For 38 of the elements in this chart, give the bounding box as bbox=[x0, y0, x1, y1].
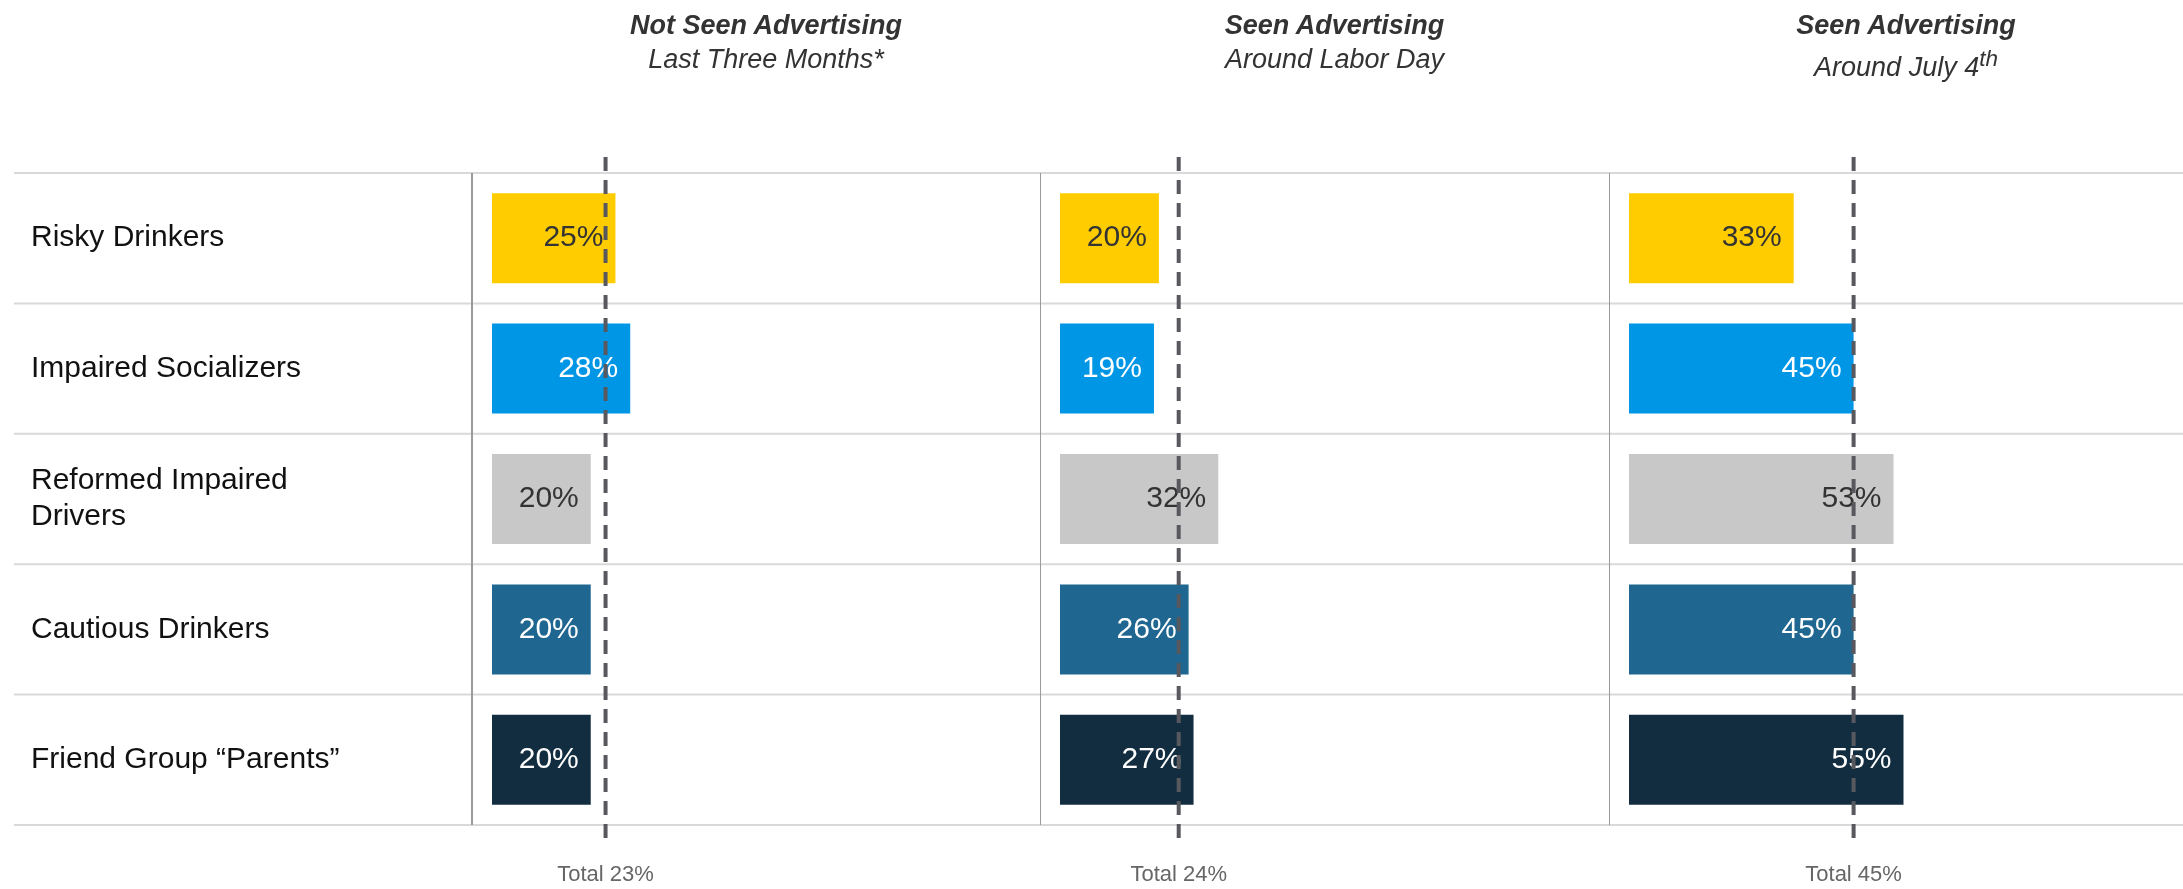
ref-line-label: Total 24% bbox=[1130, 861, 1228, 887]
y-tick-label: Friend Group “Parents” bbox=[31, 741, 340, 775]
data-label: 33% bbox=[1721, 219, 1782, 253]
data-label: 32% bbox=[1146, 480, 1207, 514]
y-tick-label: Reformed Impaired Drivers bbox=[31, 462, 288, 532]
bar bbox=[1060, 193, 1159, 284]
data-label: 20% bbox=[518, 610, 579, 644]
data-label: 55% bbox=[1831, 741, 1892, 775]
data-label: 28% bbox=[558, 349, 619, 383]
chart-title: Not Seen Advertising bbox=[629, 10, 903, 40]
chart-subtitle: Last Three Months* bbox=[648, 44, 884, 74]
y-tick-label: Cautious Drinkers bbox=[31, 610, 270, 644]
ref-line-label: Total 45% bbox=[1805, 861, 1902, 887]
chart-subtitle: Around Labor Day bbox=[1224, 44, 1445, 74]
data-label: 25% bbox=[543, 219, 604, 253]
bar bbox=[1060, 584, 1189, 675]
chart-title: Seen Advertising bbox=[1224, 10, 1445, 40]
bar bbox=[1629, 193, 1794, 284]
data-label: 19% bbox=[1081, 349, 1142, 383]
y-tick-label: Risky Drinkers bbox=[31, 219, 225, 253]
data-label: 45% bbox=[1781, 610, 1842, 644]
y-tick-label: Impaired Socializers bbox=[31, 349, 302, 383]
data-label: 26% bbox=[1116, 610, 1177, 644]
chart-title: Seen Advertising bbox=[1796, 10, 2016, 40]
bar bbox=[1629, 584, 1854, 675]
ref-line-label: Total 23% bbox=[557, 861, 654, 887]
chart-subtitle: Around July 4$^{th}$ bbox=[1814, 46, 1998, 82]
data-label: 20% bbox=[1086, 219, 1147, 253]
bar bbox=[1629, 454, 1894, 544]
bar bbox=[1060, 323, 1154, 414]
bar bbox=[1629, 323, 1854, 414]
bar bbox=[1629, 714, 1904, 805]
data-label: 20% bbox=[518, 741, 579, 775]
data-label: 20% bbox=[518, 480, 579, 514]
data-label: 45% bbox=[1781, 349, 1842, 383]
bar bbox=[1060, 714, 1194, 805]
data-label: 53% bbox=[1821, 480, 1882, 514]
bar bbox=[1060, 454, 1219, 544]
